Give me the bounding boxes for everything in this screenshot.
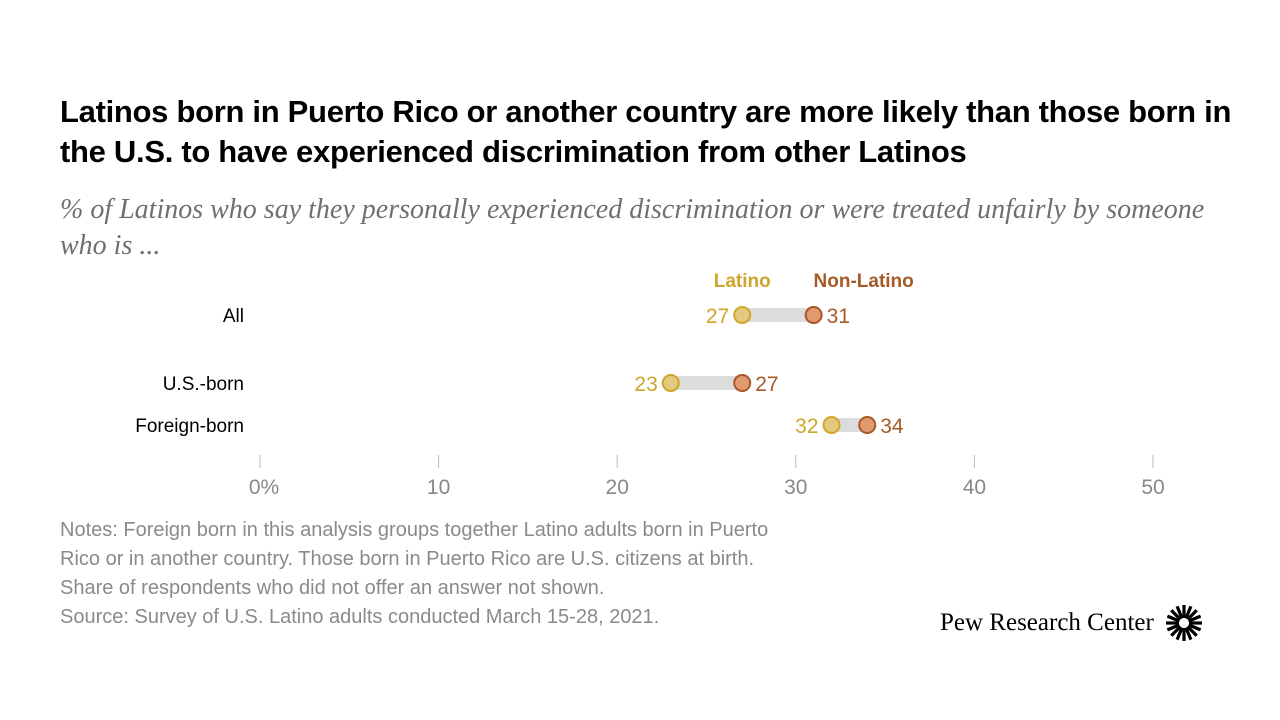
value-label-latino: 23	[634, 373, 657, 396]
dot-non-latino	[733, 374, 752, 392]
value-label-non-latino: 34	[880, 415, 904, 438]
dot-latino	[733, 306, 752, 324]
dot-latino	[661, 374, 680, 392]
legend-non-latino: Non-Latino	[814, 271, 914, 292]
category-label: All	[223, 306, 244, 327]
value-label-non-latino: 27	[755, 373, 778, 396]
category-label: Foreign-born	[135, 416, 244, 437]
range-bar	[742, 308, 814, 322]
x-tick-label: 40	[963, 476, 986, 499]
range-bar	[831, 418, 868, 432]
dot-non-latino	[858, 416, 877, 434]
pew-logo: Pew Research Center	[940, 603, 1204, 643]
note-line: Rico or in another country. Those born i…	[60, 548, 755, 570]
chart-title: Latinos born in Puerto Rico or another c…	[60, 94, 1232, 169]
value-label-non-latino: 31	[827, 305, 850, 328]
x-tick-label: 50	[1141, 476, 1164, 499]
notes: Notes: Foreign born in this analysis gro…	[60, 516, 900, 632]
sunburst-icon	[1165, 605, 1202, 641]
dot-non-latino	[804, 306, 823, 324]
value-label-latino: 32	[795, 415, 818, 438]
value-label-latino: 27	[706, 305, 729, 328]
x-tick-label: 10	[427, 476, 450, 499]
source-line: Source: Survey of U.S. Latino adults con…	[60, 606, 660, 628]
chart-subtitle: % of Latinos who say they personally exp…	[60, 194, 1205, 261]
x-tick-label: 0%	[249, 476, 279, 499]
range-bar	[670, 376, 743, 390]
x-tick-label: 30	[784, 476, 807, 499]
category-label: U.S.-born	[163, 374, 244, 395]
legend-latino: Latino	[714, 271, 771, 292]
dot-latino	[822, 416, 841, 434]
logo-text: Pew Research Center	[940, 609, 1154, 636]
x-tick-label: 20	[606, 476, 629, 499]
note-line: Share of respondents who did not offer a…	[60, 577, 605, 599]
note-line: Notes: Foreign born in this analysis gro…	[60, 519, 769, 541]
